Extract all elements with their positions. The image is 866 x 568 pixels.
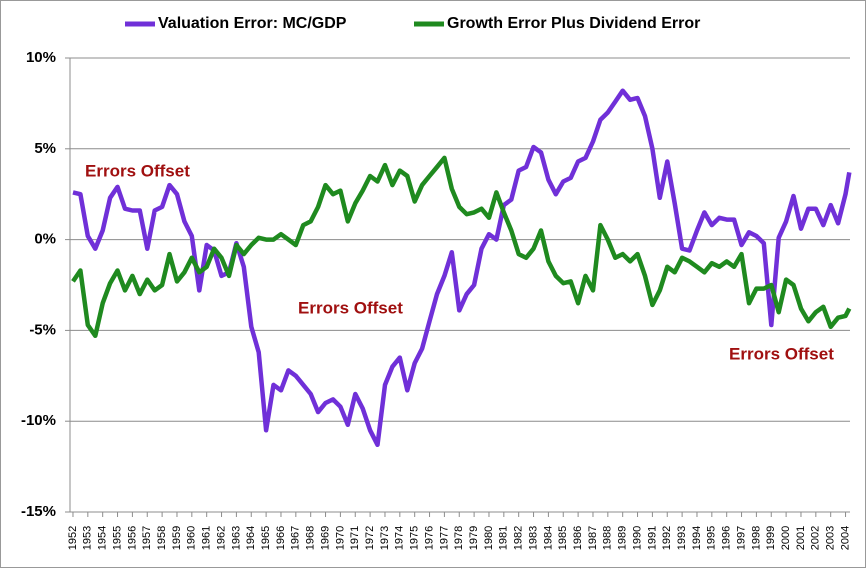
x-tick-label: 1974 — [394, 526, 406, 550]
x-tick-label: 1979 — [468, 526, 480, 550]
x-tick-label: 1967 — [290, 526, 302, 550]
x-tick-label: 2000 — [780, 526, 792, 550]
annotation: Errors Offset — [85, 161, 190, 180]
x-tick-label: 1956 — [126, 526, 138, 550]
x-tick-label: 1984 — [542, 526, 554, 550]
x-tick-label: 1997 — [735, 526, 747, 550]
y-tick-label: -10% — [21, 412, 56, 429]
x-tick-label: 1957 — [141, 526, 153, 550]
y-tick-label: -15% — [21, 503, 56, 520]
x-tick-label: 1992 — [661, 526, 673, 550]
x-tick-label: 1980 — [483, 526, 495, 550]
series-line — [71, 155, 852, 339]
x-tick-label: 1972 — [364, 526, 376, 550]
x-tick-label: 1975 — [409, 526, 421, 550]
x-tick-label: 1978 — [453, 526, 465, 550]
x-tick-label: 1969 — [319, 526, 331, 550]
x-tick-label: 1958 — [156, 526, 168, 550]
x-tick-label: 1999 — [765, 526, 777, 550]
x-tick-label: 2004 — [839, 526, 851, 550]
y-tick-label: 0% — [34, 231, 56, 248]
x-tick-label: 1959 — [171, 526, 183, 550]
legend-label: Valuation Error: MC/GDP — [158, 15, 347, 32]
x-tick-label: 1989 — [617, 526, 629, 550]
x-tick-label: 1970 — [334, 526, 346, 550]
x-tick-label: 1965 — [260, 526, 272, 550]
x-tick-label: 1994 — [691, 526, 703, 550]
x-tick-label: 1953 — [82, 526, 94, 550]
x-tick-label: 1973 — [379, 526, 391, 550]
x-tick-label: 1981 — [498, 526, 510, 550]
annotation: Errors Offset — [298, 298, 403, 317]
x-tick-label: 1954 — [97, 526, 109, 550]
x-tick-label: 1995 — [706, 526, 718, 550]
y-tick-label: -5% — [29, 321, 56, 338]
y-tick-label: 10% — [26, 49, 56, 66]
x-tick-label: 1966 — [275, 526, 287, 550]
x-tick-label: 1961 — [201, 526, 213, 550]
x-tick-label: 1952 — [67, 526, 79, 550]
x-tick-label: 1962 — [215, 526, 227, 550]
x-tick-label: 2003 — [825, 526, 837, 550]
x-tick-label: 1964 — [245, 526, 257, 550]
x-tick-label: 1955 — [111, 526, 123, 550]
x-tick-label: 1996 — [721, 526, 733, 550]
x-tick-label: 1977 — [438, 526, 450, 550]
legend-label: Growth Error Plus Dividend Error — [447, 15, 700, 32]
x-tick-label: 1993 — [676, 526, 688, 550]
x-tick-label: 2002 — [810, 526, 822, 550]
annotation: Errors Offset — [729, 344, 834, 363]
x-tick-label: 2001 — [795, 526, 807, 550]
x-tick-label: 1971 — [349, 526, 361, 550]
x-tick-label: 1983 — [527, 526, 539, 550]
x-tick-label: 1960 — [186, 526, 198, 550]
x-tick-label: 1968 — [305, 526, 317, 550]
y-tick-label: 5% — [34, 140, 56, 157]
x-tick-label: 1976 — [423, 526, 435, 550]
x-tick-label: 1991 — [646, 526, 658, 550]
x-tick-label: 1988 — [602, 526, 614, 550]
x-tick-label: 1990 — [631, 526, 643, 550]
x-tick-label: 1982 — [513, 526, 525, 550]
x-tick-label: 1987 — [587, 526, 599, 550]
x-tick-label: 1986 — [572, 526, 584, 550]
x-tick-label: 1985 — [557, 526, 569, 550]
x-tick-label: 1963 — [230, 526, 242, 550]
x-tick-label: 1998 — [750, 526, 762, 550]
